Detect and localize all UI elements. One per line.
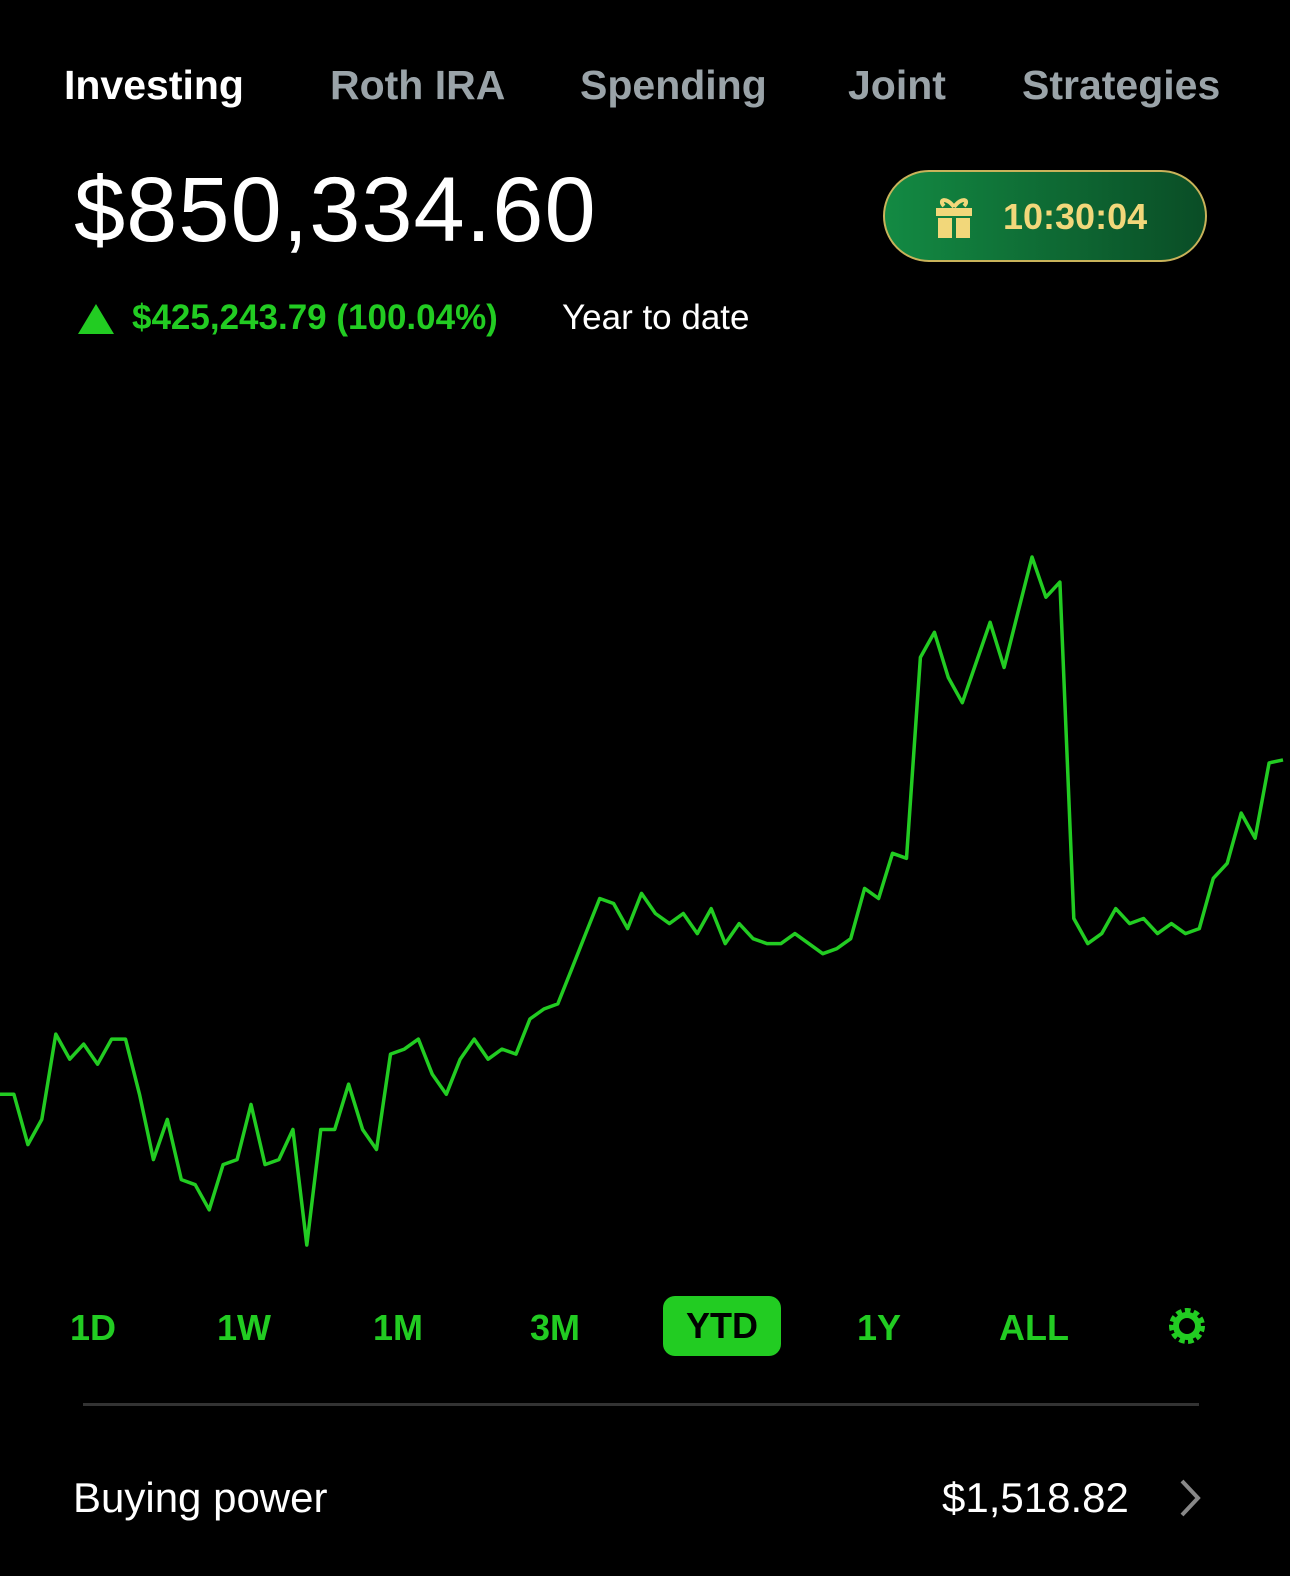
chevron[interactable] [1178,1478,1204,1518]
chart [0,555,1284,1247]
tab[interactable]: Roth IRA [330,62,506,108]
timer: 10:30:04 [1003,196,1148,237]
change-amount: $425,243.79 (100.04%) [132,298,498,337]
range-button[interactable]: 3M [529,1307,580,1348]
tab[interactable]: Investing [64,62,244,108]
range-button[interactable]: 1W [217,1307,271,1348]
settings-icon[interactable] [1165,1304,1209,1348]
reward-button[interactable] [883,170,1207,262]
balance: $850,334.60 [74,159,597,261]
price-line [0,555,1284,1247]
buying-power-label[interactable]: Buying power [73,1474,328,1521]
range-button[interactable]: 1Y [856,1307,902,1348]
tab[interactable]: Spending [580,62,767,108]
divider [83,1403,1199,1406]
gift-icon [936,198,972,238]
tab[interactable]: Strategies [1022,62,1221,108]
range-button[interactable]: YTD [663,1296,781,1356]
range-button[interactable]: 1M [372,1307,423,1348]
tab[interactable]: Joint [848,62,946,108]
change-period: Year to date [562,298,750,337]
range-button[interactable]: 1D [69,1307,117,1348]
up-arrow [78,304,114,334]
range-button[interactable]: ALL [999,1307,1069,1348]
buying-power-value[interactable]: $1,518.82 [942,1474,1129,1521]
